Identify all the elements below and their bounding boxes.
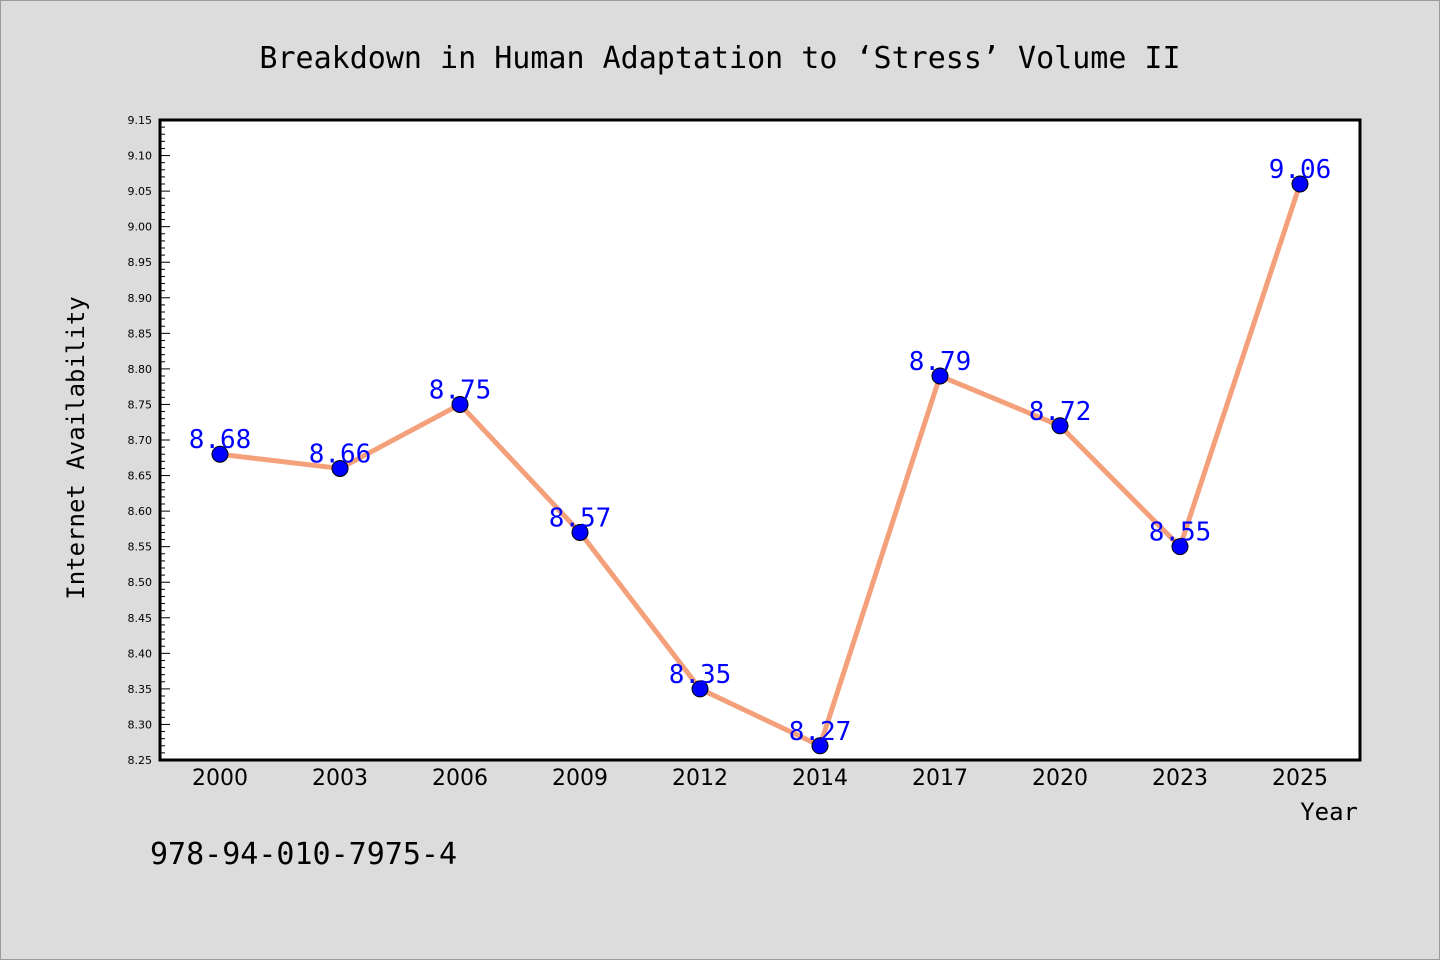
x-tick-label: 2025 [1272,766,1328,791]
x-tick-label: 2009 [552,766,608,791]
data-point [331,459,349,477]
data-label: 8.72 [1029,397,1092,427]
x-tick-label: 2023 [1152,766,1208,791]
data-label: 8.75 [429,375,492,405]
data-point [571,523,589,541]
y-tick-label: 8.95 [128,256,153,269]
x-tick-label: 2003 [312,766,368,791]
y-tick-label: 8.65 [128,470,153,483]
y-tick-label: 8.40 [128,647,153,660]
data-point [211,445,229,463]
data-label: 8.55 [1149,518,1212,548]
data-point [931,367,949,385]
x-tick-label: 2006 [432,766,488,791]
series-line [217,181,1303,749]
x-tick-label: 2000 [192,766,248,791]
y-tick-label: 8.60 [128,505,153,518]
y-tick-label: 8.90 [128,292,153,305]
x-axis-label: Year [1300,798,1358,826]
y-tick-label: 8.50 [128,576,153,589]
data-label: 8.27 [789,717,852,747]
y-tick-label: 8.75 [128,398,153,411]
y-tick-label: 8.85 [128,327,153,340]
x-tick-label: 2014 [792,766,848,791]
data-label: 8.68 [189,425,252,455]
chart-title: Breakdown in Human Adaptation to ‘Stress… [259,41,1180,76]
y-tick-label: 8.80 [128,363,153,376]
data-label: 8.35 [669,660,732,690]
x-tick-label: 2017 [912,766,968,791]
y-tick-label: 8.70 [128,434,153,447]
y-tick-label: 9.00 [128,221,153,234]
y-tick-label: 9.10 [128,150,153,163]
y-axis-label: Internet Availability [62,296,90,599]
data-point [1051,417,1069,435]
x-axis-ticks: 2000 2003 2006 2009 2012 2014 2017 2020 2023 2025 [192,766,1328,791]
plot-border [158,118,1362,762]
data-point [691,680,709,698]
y-tick-label: 8.35 [128,683,153,696]
plot-area [160,120,1360,760]
data-point [1291,175,1309,193]
x-tick-label: 2012 [672,766,728,791]
isbn-annotation: 978-94-010-7975-4 [150,837,457,872]
data-label: 8.79 [909,347,972,377]
data-point [1171,538,1189,556]
data-label: 8.66 [309,439,372,469]
data-label: 9.06 [1269,155,1332,185]
y-tick-label: 8.45 [128,612,153,625]
data-markers [211,175,1309,755]
data-labels: 8.68 8.66 8.75 8.57 8.35 8.27 8.79 8.72 8.55 9.06 [189,155,1332,747]
y-tick-label: 8.25 [128,754,153,767]
y-tick-label: 9.15 [128,114,153,127]
x-tick-label: 2020 [1032,766,1088,791]
y-tick-label: 8.55 [128,541,153,554]
data-label: 8.57 [549,503,612,533]
y-axis-ticks: 8.25 8.30 8.35 8.40 8.45 8.50 8.55 8.60 8.65 8.70… [128,114,170,767]
data-point [451,395,469,413]
data-point [811,737,829,755]
y-tick-label: 9.05 [128,185,153,198]
y-tick-label: 8.30 [128,718,153,731]
